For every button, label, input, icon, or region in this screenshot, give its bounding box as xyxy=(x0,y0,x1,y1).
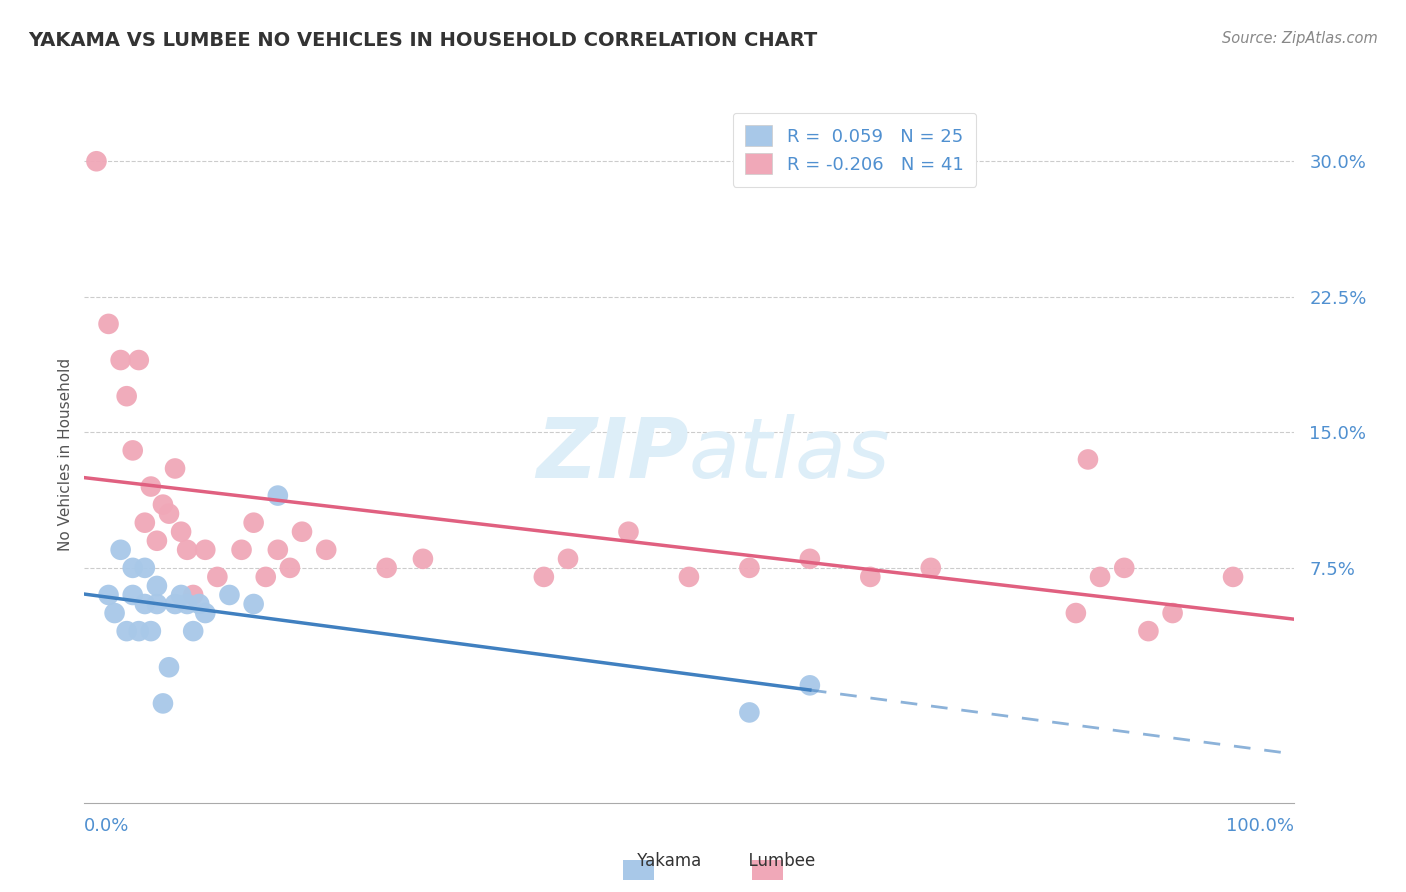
Point xyxy=(86,154,108,169)
Point xyxy=(121,443,143,458)
Point xyxy=(97,588,120,602)
Point xyxy=(920,561,942,575)
Point xyxy=(799,551,821,566)
Point xyxy=(139,624,162,639)
Point xyxy=(170,524,193,539)
Point xyxy=(152,697,174,711)
Point xyxy=(738,561,761,575)
Point xyxy=(163,597,186,611)
Point xyxy=(146,579,169,593)
Point xyxy=(115,389,138,403)
Point xyxy=(134,516,156,530)
Point xyxy=(375,561,398,575)
Point xyxy=(315,542,337,557)
Point xyxy=(617,524,640,539)
Point xyxy=(104,606,127,620)
Point xyxy=(799,678,821,692)
Text: 0.0%: 0.0% xyxy=(84,817,129,835)
Point xyxy=(134,597,156,611)
Point xyxy=(1114,561,1136,575)
Point xyxy=(533,570,555,584)
Point xyxy=(110,353,132,368)
Point xyxy=(128,353,150,368)
Point xyxy=(267,542,290,557)
Point xyxy=(181,588,204,602)
Point xyxy=(157,507,180,521)
Text: 100.0%: 100.0% xyxy=(1226,817,1294,835)
Point xyxy=(121,588,143,602)
Point xyxy=(1088,570,1111,584)
Point xyxy=(194,606,217,620)
Point xyxy=(170,588,193,602)
Point xyxy=(176,542,198,557)
Point xyxy=(278,561,301,575)
Point xyxy=(146,533,169,548)
Point xyxy=(188,597,211,611)
Point xyxy=(1222,570,1244,584)
Point xyxy=(207,570,229,584)
Y-axis label: No Vehicles in Household: No Vehicles in Household xyxy=(58,359,73,551)
Point xyxy=(163,461,186,475)
Legend: R =  0.059   N = 25, R = -0.206   N = 41: R = 0.059 N = 25, R = -0.206 N = 41 xyxy=(733,112,976,186)
Point xyxy=(134,561,156,575)
Text: ZIP: ZIP xyxy=(536,415,689,495)
Point xyxy=(254,570,277,584)
Point xyxy=(557,551,579,566)
Point xyxy=(1077,452,1099,467)
Text: atlas: atlas xyxy=(689,415,890,495)
Point xyxy=(128,624,150,639)
Point xyxy=(152,498,174,512)
Point xyxy=(194,542,217,557)
Point xyxy=(1161,606,1184,620)
Point xyxy=(218,588,240,602)
Point xyxy=(859,570,882,584)
Point xyxy=(738,706,761,720)
Point xyxy=(146,597,169,611)
Point xyxy=(181,624,204,639)
Point xyxy=(176,597,198,611)
Point xyxy=(97,317,120,331)
Point xyxy=(678,570,700,584)
Point xyxy=(242,516,264,530)
Point xyxy=(139,479,162,493)
Point xyxy=(121,561,143,575)
Text: Yakama         Lumbee: Yakama Lumbee xyxy=(591,852,815,870)
Point xyxy=(110,542,132,557)
Point xyxy=(267,489,290,503)
Point xyxy=(231,542,253,557)
Point xyxy=(115,624,138,639)
Text: YAKAMA VS LUMBEE NO VEHICLES IN HOUSEHOLD CORRELATION CHART: YAKAMA VS LUMBEE NO VEHICLES IN HOUSEHOL… xyxy=(28,31,817,50)
Point xyxy=(1064,606,1087,620)
Point xyxy=(412,551,434,566)
Point xyxy=(242,597,264,611)
Point xyxy=(291,524,314,539)
Text: Source: ZipAtlas.com: Source: ZipAtlas.com xyxy=(1222,31,1378,46)
Point xyxy=(157,660,180,674)
Point xyxy=(1137,624,1160,639)
